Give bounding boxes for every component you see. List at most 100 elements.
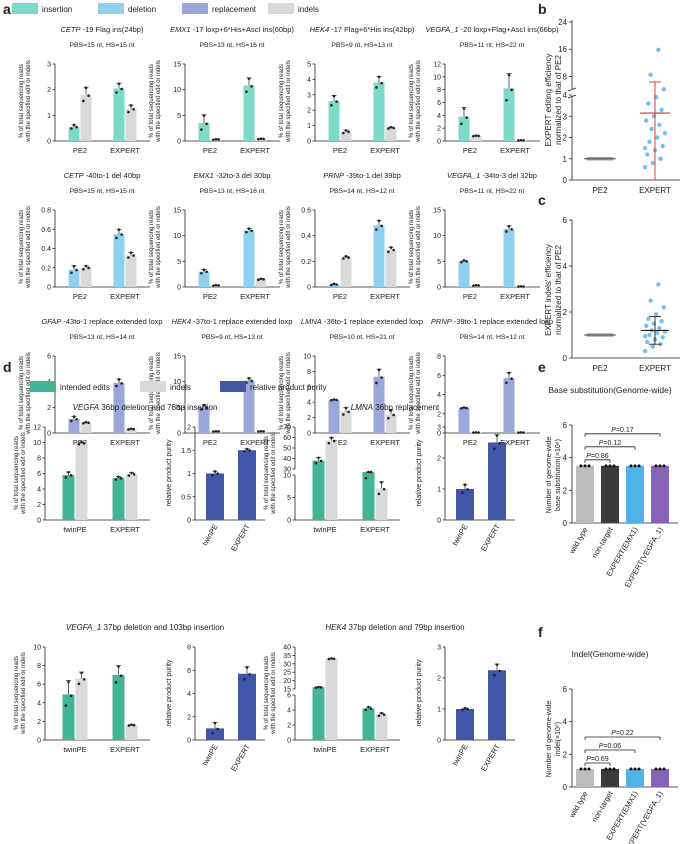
- panel-a-chart-11-edit-dot: [332, 398, 336, 401]
- panel-a-chart-1-edit-dot: [75, 125, 78, 129]
- panel-a-chart-3-bar-indel: [340, 131, 352, 141]
- panel-a-chart-1-indel-dot: [132, 108, 135, 111]
- panel-f-dot: [579, 767, 583, 771]
- panel-d-chart-1-indel-dot: [130, 471, 133, 475]
- panel-d-chart-1-yticklabel: 6: [37, 471, 41, 478]
- panel-c-expert-point: [655, 330, 660, 335]
- panel-f-pvalue-rest: =0.22: [616, 730, 634, 737]
- panel-e-yticklabel: 4: [563, 454, 568, 463]
- panel-f-title: Indel(Genome-wide): [571, 649, 648, 659]
- panel-d-chart-3-purity-ylabel: relative product purity: [166, 659, 173, 726]
- panel-a-chart-9-title: GFAP -43to-1 replace extended loxp: [41, 317, 162, 326]
- panel-d-chart-2-yticklabel: 40: [283, 456, 291, 463]
- panel-a-chart-3-indel-dot: [389, 125, 393, 129]
- panel-a-chart-12-bar-edit: [503, 378, 515, 433]
- panel-e-dot: [579, 464, 583, 468]
- panel-d-chart-2-purity-yticklabel: 3: [437, 425, 441, 432]
- panel-d-chart-4-purity-dot: [498, 669, 501, 673]
- panel-e-dot: [612, 464, 616, 468]
- panel-a-chart-4-indel-dot: [517, 139, 520, 142]
- panel-d-chart-4-title-rest: 37bp deletion and 79bp insertion: [346, 623, 464, 632]
- panel-b-xlabel: PE2: [592, 186, 608, 195]
- panel-a-chart-2-ylabel-1: % of total sequencing reads: [149, 64, 155, 138]
- panel-a-chart-3-bar-edit: [328, 100, 340, 141]
- panel-c-expert-point: [659, 319, 664, 324]
- panel-a-chart-4-yticklabel: 4: [437, 113, 441, 120]
- panel-a-chart-9-title-rest: -43to-1 replace extended loxp: [61, 317, 162, 326]
- panel-a-chart-4-yticklabel: 2: [437, 126, 441, 133]
- panel-a-chart-5-bar-indel: [125, 255, 137, 287]
- panel-d-chart-2-purity-dot: [466, 488, 469, 491]
- panel-f-ylabel-2: indel(×10⁶): [555, 722, 562, 756]
- panel-a-chart-2-yticklabel: 10: [173, 87, 181, 94]
- panel-a-chart-8-indel-dot: [474, 283, 478, 287]
- panel-a-chart-7-edit-dot: [330, 283, 333, 287]
- panel-a-chart-7-indel-dot: [389, 246, 393, 249]
- panel-a-chart-12-indel-dot: [517, 431, 520, 434]
- panel-e-xlabel: non-target: [590, 525, 615, 560]
- panel-d-chart-2-purity-dot: [495, 434, 499, 437]
- panel-d-chart-3-indel-dot: [80, 671, 83, 675]
- panel-a-chart-12-ylabel-2: with the specified edit or indels: [416, 352, 422, 435]
- panel-d-chart-1-yticklabel: 2: [37, 502, 41, 509]
- panel-a-chart-12-xlabel: PE2: [463, 438, 477, 447]
- panel-b-expert-point: [642, 165, 648, 170]
- panel-d-chart-4-yticklabel: 4: [287, 708, 291, 715]
- panel-f-xlabel: non-target: [590, 789, 615, 824]
- panel-a-chart-3-indel-dot: [387, 127, 390, 130]
- panel-a-chart-8-bar-edit: [503, 228, 515, 287]
- panel-f-dot: [629, 767, 633, 771]
- panel-d-chart-2-edit-dot: [367, 470, 370, 474]
- panel-f-yticklabel: 4: [563, 718, 568, 727]
- panel-d-chart-4-ylabel-1: % of total sequencing reads: [264, 656, 270, 730]
- panel-b-xlabel: EXPERT: [639, 186, 671, 195]
- panel-a-chart-2-indel-dot: [262, 137, 265, 141]
- panel-a-chart-5-indel-dot: [84, 264, 88, 268]
- panel-d-chart-4-indel-dot: [380, 711, 383, 715]
- panel-d-chart-1-title-rest: 36bp deletion and 78bp insertion: [99, 403, 217, 412]
- panel-a-chart-6-indel-dot: [214, 283, 218, 287]
- panel-e-bar: [576, 465, 594, 523]
- panel-a-chart-5-indel-dot: [127, 256, 130, 259]
- panel-d-chart-4-purity-bar: [456, 709, 474, 740]
- panel-d-chart-2-purity-yticklabel: 2: [437, 456, 441, 463]
- panel-d-chart-2-yticklabel: 5: [287, 495, 291, 502]
- panel-a-chart-11-yticklabel: 6: [307, 384, 311, 391]
- panel-d-chart-2-purity-dot: [463, 483, 467, 487]
- panel-f-dot: [633, 767, 637, 771]
- panel-d-chart-2-purity-dot: [461, 491, 464, 495]
- panel-a-chart-10-xlabel: EXPERT: [240, 438, 270, 447]
- panel-a-chart-8-edit-dot: [505, 230, 508, 233]
- panel-d-chart-2-bar-edit: [362, 472, 375, 520]
- panel-a-chart-2-yticklabel: 15: [173, 62, 181, 69]
- panel-e-bar: [601, 465, 619, 523]
- panel-d-chart-3-purity-bar: [206, 728, 224, 740]
- panel-a-chart-7-bar-edit: [328, 284, 340, 287]
- panel-d-chart-2-yticklabel: 10: [283, 473, 291, 480]
- panel-a-chart-4-ylabel-2: with the specified edit or indels: [416, 60, 422, 143]
- panel-a-chart-7-bar-edit: [373, 225, 385, 287]
- panel-d-chart-2-bar-indel: [375, 488, 388, 520]
- panel-a-chart-11-yticklabel: 8: [307, 369, 311, 376]
- panel-c-yticklabel: 2: [563, 308, 568, 317]
- panel-f-ylabel-1: Number of genome-wide: [546, 701, 553, 778]
- panel-a-chart-9-yticklabel: 0: [47, 431, 51, 438]
- panel-a-chart-12-ylabel-1: % of total sequencing reads: [409, 356, 415, 430]
- panel-a-chart-5-indel-dot: [82, 267, 85, 271]
- panel-a-chart-7-ylabel-1: % of total sequencing reads: [279, 210, 285, 284]
- panel-a-chart-5-edit-dot: [75, 268, 78, 272]
- panel-d-chart-4-purity-dot: [461, 708, 464, 712]
- panel-b-yticklabel: 4: [563, 91, 568, 100]
- panel-d-chart-3-purity-yticklabel: 2: [187, 714, 191, 721]
- panel-a-chart-6-edit-dot: [245, 230, 248, 234]
- panel-a-chart-4-title-rest: -20 loxp+Flag+AscI ins(66bp): [459, 25, 560, 34]
- panel-a-chart-8-yticklabel: 15: [433, 208, 441, 215]
- panel-b-yticklabel: 0: [563, 176, 568, 185]
- panel-b-expert-point: [644, 118, 649, 123]
- panel-b-expert-point: [650, 160, 655, 166]
- panel-a-chart-11-indel-dot: [392, 413, 395, 417]
- panel-a-chart-1-edit-dot: [120, 87, 123, 91]
- panel-d-chart-3-purity-dot: [213, 721, 217, 725]
- panel-d-chart-2-edit-dot: [319, 459, 323, 463]
